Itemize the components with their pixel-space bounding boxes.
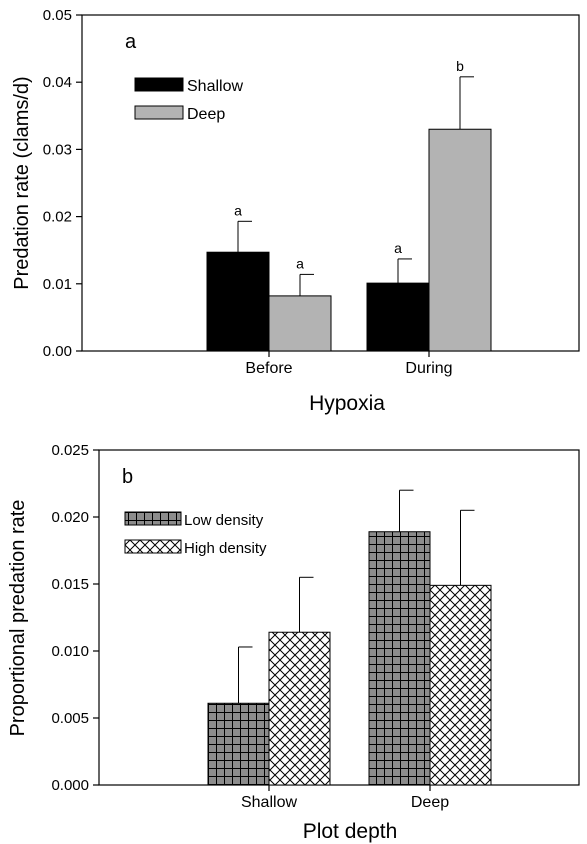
legend-swatch-low-density [124, 511, 182, 526]
y-tick-label: 0.005 [51, 710, 89, 727]
legend-label-low-density: Low density [184, 512, 264, 529]
panel-a-bars: a a a b [206, 58, 492, 352]
panel-b-bars [207, 489, 492, 786]
y-tick-label: 0.01 [43, 276, 72, 293]
panel-b-x-axis-title: Plot depth [303, 820, 398, 843]
panel-b-y-axis-title: Proportional predation rate [7, 500, 29, 737]
y-tick-label: 0.03 [43, 141, 72, 158]
significance-letter: a [234, 202, 242, 218]
x-tick-label: Shallow [241, 794, 297, 811]
panel-b-label: b [122, 466, 133, 488]
panel-a-legend: Shallow Deep [134, 77, 243, 123]
panel-a-x-axis: Before During [245, 351, 453, 377]
y-tick-label: 0.00 [43, 343, 72, 360]
bar-high-density-shallow [268, 631, 331, 786]
significance-letter: a [394, 240, 402, 256]
panel-a-x-axis-title: Hypoxia [309, 392, 385, 415]
legend-label-deep: Deep [187, 106, 225, 123]
panel-b-axes-frame [98, 449, 580, 786]
panel-b-legend: Low density High density [124, 511, 267, 557]
significance-letter: b [456, 58, 464, 74]
panel-a-y-axis: 0.00 0.01 0.02 0.03 0.04 0.05 [43, 7, 82, 360]
legend-swatch-deep [134, 105, 184, 120]
panel-b: b 0.000 0.005 0.010 0.015 0.020 0.025 Shallow… [7, 442, 580, 843]
significance-letter: a [296, 255, 304, 271]
panel-b-x-axis: Shallow Deep [241, 785, 449, 811]
y-tick-label: 0.025 [51, 442, 89, 459]
y-tick-label: 0.020 [51, 509, 89, 526]
legend-swatch-high-density [124, 539, 182, 554]
legend-label-high-density: High density [184, 540, 267, 557]
bar-low-density-deep [368, 531, 431, 786]
legend-swatch-shallow [134, 77, 184, 92]
bar-deep-during [428, 128, 492, 352]
x-tick-label: During [405, 360, 452, 377]
y-tick-label: 0.000 [51, 777, 89, 794]
bar-shallow-before [206, 251, 270, 352]
bar-low-density-shallow [207, 702, 270, 786]
panel-a-label: a [125, 31, 137, 53]
bar-shallow-during [366, 282, 430, 352]
y-tick-label: 0.02 [43, 209, 72, 226]
bar-deep-before [268, 295, 332, 352]
y-tick-label: 0.05 [43, 7, 72, 24]
x-tick-label: Before [245, 360, 292, 377]
x-tick-label: Deep [411, 794, 449, 811]
panel-a: a 0.000.010.020.030.040.05 Before During … [11, 7, 580, 415]
y-tick-label: 0.04 [43, 74, 72, 91]
y-tick-label: 0.010 [51, 643, 89, 660]
legend-label-shallow: Shallow [187, 78, 243, 95]
panel-a-y-axis-title: Predation rate (clams/d) [11, 76, 33, 289]
y-tick-label: 0.015 [51, 576, 89, 593]
bar-high-density-deep [429, 584, 492, 786]
panel-b-y-axis: 0.000 0.005 0.010 0.015 0.020 0.025 [51, 442, 99, 794]
